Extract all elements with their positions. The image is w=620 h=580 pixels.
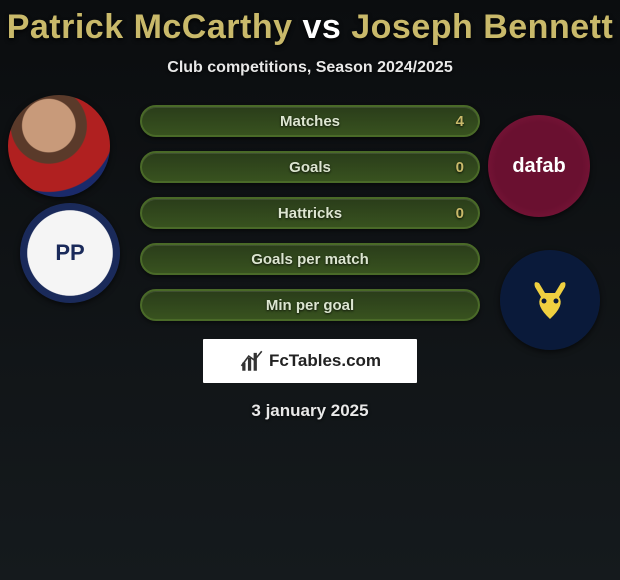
player2-club-badge bbox=[500, 250, 600, 350]
stat-label: Goals per match bbox=[251, 251, 369, 268]
logo-text: FcTables.com bbox=[269, 351, 381, 371]
stats-area: PP dafab Matches 4 Goals 0 Hattricks 0 G… bbox=[0, 105, 620, 421]
stat-row-min-per-goal: Min per goal bbox=[140, 289, 480, 321]
stat-label: Min per goal bbox=[266, 297, 354, 314]
stat-label: Matches bbox=[280, 113, 340, 130]
ox-head-icon bbox=[525, 275, 575, 325]
bar-chart-icon bbox=[239, 348, 265, 374]
player2-name: Joseph Bennett bbox=[351, 8, 613, 46]
subtitle: Club competitions, Season 2024/2025 bbox=[0, 59, 620, 77]
source-logo: FcTables.com bbox=[203, 339, 417, 383]
player1-avatar bbox=[8, 95, 110, 197]
stat-row-goals: Goals 0 bbox=[140, 151, 480, 183]
stat-label: Goals bbox=[289, 159, 331, 176]
comparison-title: Patrick McCarthy vs Joseph Bennett bbox=[0, 0, 620, 47]
stat-bars: Matches 4 Goals 0 Hattricks 0 Goals per … bbox=[140, 105, 480, 321]
vs-text: vs bbox=[302, 8, 341, 46]
stat-row-matches: Matches 4 bbox=[140, 105, 480, 137]
player1-club-badge: PP bbox=[20, 203, 120, 303]
comparison-date: 3 january 2025 bbox=[0, 401, 620, 421]
player1-name: Patrick McCarthy bbox=[7, 8, 293, 46]
shirt-sponsor-text: dafab bbox=[512, 155, 565, 178]
stat-value: 0 bbox=[456, 159, 464, 176]
stat-row-goals-per-match: Goals per match bbox=[140, 243, 480, 275]
stat-value: 4 bbox=[456, 113, 464, 130]
stat-label: Hattricks bbox=[278, 205, 342, 222]
stat-row-hattricks: Hattricks 0 bbox=[140, 197, 480, 229]
player2-avatar: dafab bbox=[488, 115, 590, 217]
badge-text: PP bbox=[55, 240, 84, 266]
stat-value: 0 bbox=[456, 205, 464, 222]
